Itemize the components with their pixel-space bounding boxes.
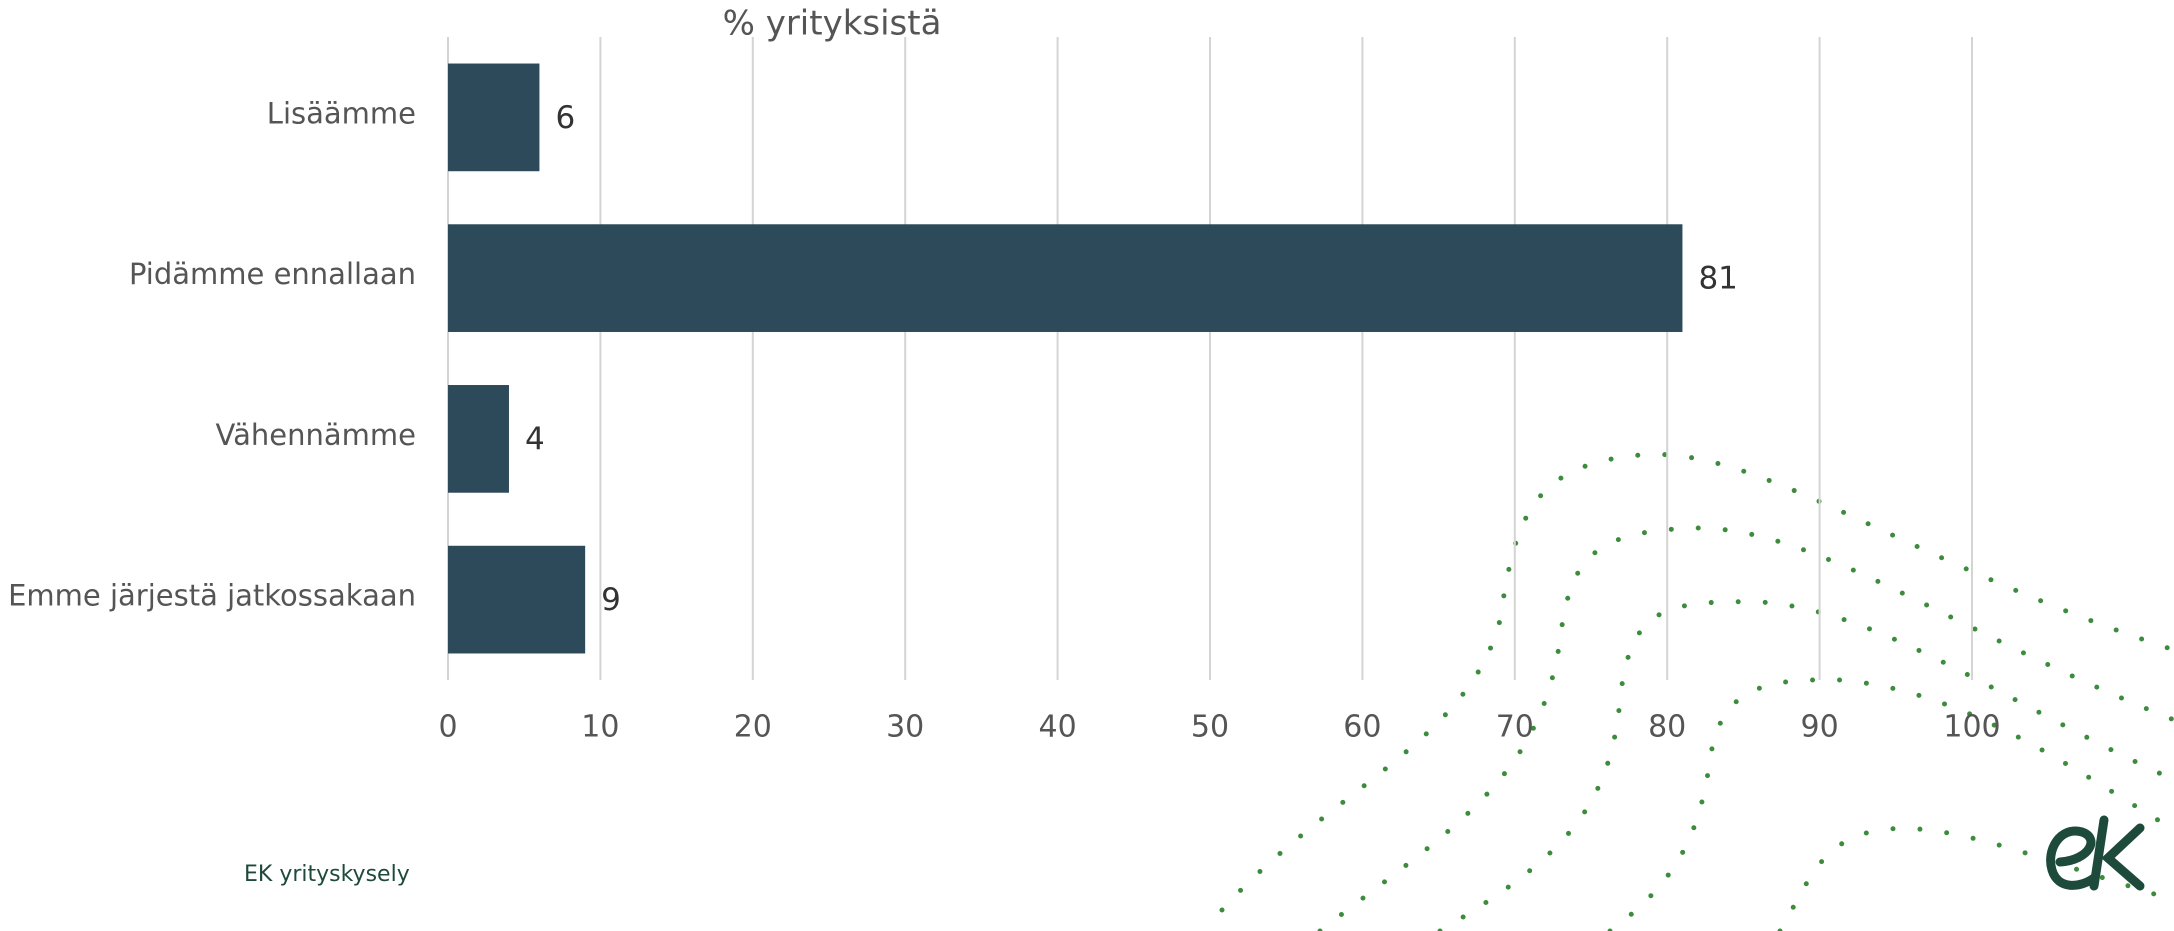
x-tick-label: 60 (1343, 710, 1381, 745)
x-tick-label: 100 (1943, 710, 2000, 745)
bar (448, 546, 585, 654)
bar (448, 224, 1682, 332)
x-tick-label: 80 (1648, 710, 1686, 745)
bar (448, 385, 509, 493)
x-tick-label: 10 (581, 710, 619, 745)
data-label: 9 (601, 582, 621, 618)
x-tick-label: 50 (1191, 710, 1229, 745)
data-label: 6 (555, 100, 575, 136)
y-tick-label: Vähennämme (216, 418, 416, 452)
page: % yrityksistä EK yrityskysely 0 10 20 30 40 5… (0, 0, 2174, 931)
source: EK yrityskysely (244, 862, 410, 887)
y-tick-label: Emme järjestä jatkossakaan (8, 579, 416, 613)
x-tick-label: 90 (1801, 710, 1839, 745)
y-tick-label: Pidämme ennallaan (129, 257, 416, 291)
x-tick-label: 0 (438, 710, 457, 745)
chart-title: % yrityksistä (723, 4, 942, 44)
x-tick-label: 20 (734, 710, 772, 745)
x-tick-label: 40 (1039, 710, 1077, 745)
logo (2051, 820, 2140, 886)
data-label: 81 (1698, 261, 1737, 297)
bar (448, 64, 539, 172)
data-label: 4 (525, 421, 545, 457)
y-tick-label: Lisäämme (267, 96, 416, 130)
chart: % yrityksistä EK yrityskysely 0 10 20 30 40 5… (0, 0, 2174, 931)
x-tick-label: 70 (1496, 710, 1534, 745)
decoration-dots (1222, 454, 2174, 931)
x-tick-label: 30 (886, 710, 924, 745)
